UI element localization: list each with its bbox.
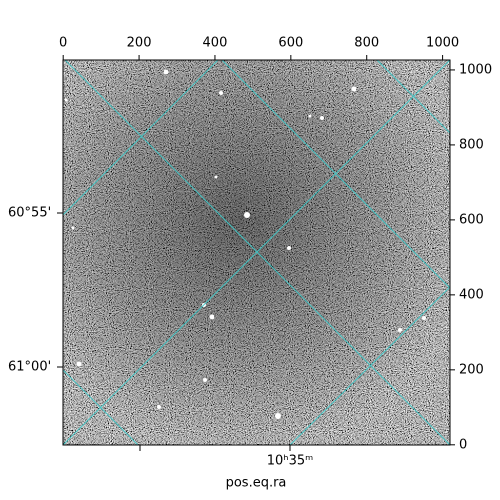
x-tick-label: 600	[278, 36, 303, 51]
coordinate-grid	[63, 60, 450, 445]
dec-tick-label: 61°00'	[8, 360, 51, 375]
x-tick-label: 0	[59, 36, 67, 51]
x-tick-label: 1000	[426, 36, 459, 51]
ra-tick-label: 10ʰ35ᵐ	[267, 454, 313, 469]
y-tick-label: 1000	[459, 62, 492, 77]
x-tick-label: 800	[354, 36, 379, 51]
stars	[64, 69, 426, 419]
x-tick-label: 200	[127, 36, 152, 51]
x-tick-label: 400	[203, 36, 228, 51]
x-axis-label: pos.eq.ra	[226, 476, 287, 491]
y-tick-label: 800	[459, 137, 484, 152]
frame	[62, 59, 451, 446]
y-tick-label: 600	[459, 212, 484, 227]
y-tick-label: 200	[459, 362, 484, 377]
sky-ticks	[57, 212, 291, 451]
y-tick-label: 0	[459, 437, 467, 452]
y-tick-label: 400	[459, 287, 484, 302]
dec-tick-label: 60°55'	[8, 206, 51, 221]
image	[63, 60, 450, 445]
